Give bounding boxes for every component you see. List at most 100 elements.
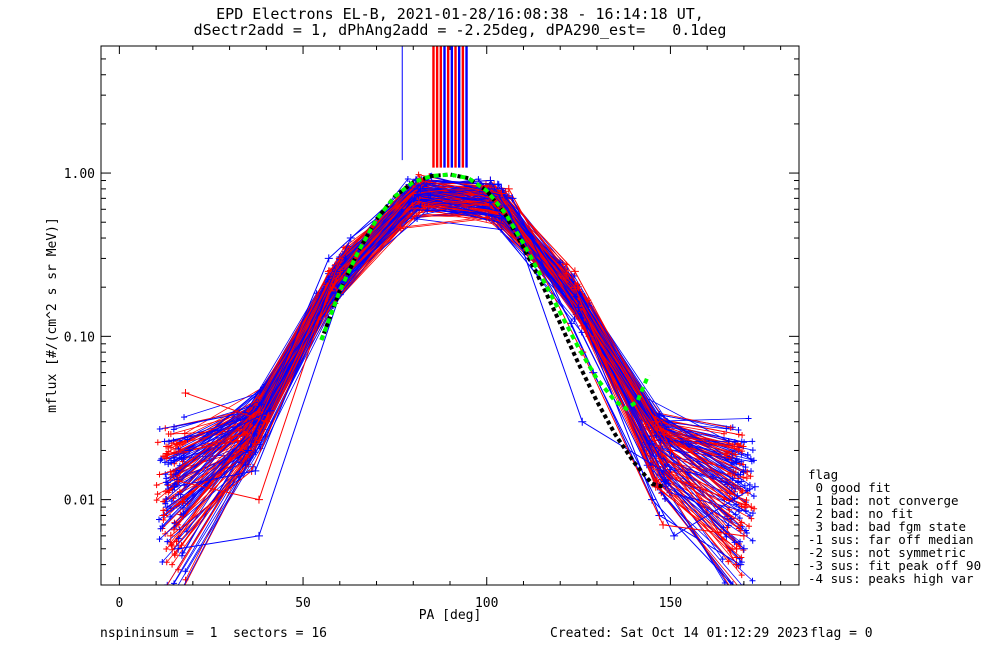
flux-point bbox=[493, 180, 502, 189]
flux-point bbox=[739, 448, 746, 455]
flux-point bbox=[421, 203, 428, 210]
flux-point bbox=[570, 283, 579, 292]
flux-point bbox=[749, 537, 756, 544]
flux-point bbox=[743, 527, 750, 534]
flux-point bbox=[324, 254, 333, 263]
flux-point bbox=[743, 475, 750, 482]
flux-point bbox=[737, 538, 744, 545]
flux-point bbox=[161, 588, 167, 594]
flux-point bbox=[154, 491, 161, 498]
flux-point bbox=[169, 546, 176, 553]
flux-point bbox=[165, 448, 172, 455]
flux-point bbox=[243, 446, 252, 455]
flux-point bbox=[171, 590, 177, 596]
data-layer bbox=[153, 46, 759, 598]
flux-trace bbox=[170, 199, 738, 545]
flux-point bbox=[256, 409, 263, 416]
flux-trace bbox=[162, 178, 724, 563]
flux-point bbox=[156, 516, 163, 523]
flux-point bbox=[736, 592, 742, 598]
legend-item: -1 sus: far off median bbox=[808, 532, 974, 547]
flux-point bbox=[176, 488, 183, 495]
flux-point bbox=[486, 199, 493, 206]
legend-title: flag bbox=[808, 467, 839, 482]
flux-trace bbox=[171, 185, 737, 550]
flux-point bbox=[153, 497, 160, 504]
flux-point bbox=[182, 568, 189, 575]
flux-point bbox=[721, 430, 728, 437]
flux-trace bbox=[182, 184, 741, 559]
flux-point bbox=[340, 269, 347, 276]
flux-point bbox=[163, 443, 170, 450]
flux-point bbox=[747, 455, 754, 462]
flux-point bbox=[163, 475, 170, 482]
flux-point bbox=[750, 482, 759, 491]
flux-point bbox=[162, 471, 169, 478]
flux-point bbox=[738, 519, 745, 526]
flux-trace bbox=[171, 197, 740, 547]
flux-point bbox=[725, 448, 732, 455]
flux-point bbox=[748, 458, 755, 465]
flux-point bbox=[157, 525, 164, 532]
flux-point bbox=[508, 194, 517, 203]
flux-trace bbox=[166, 188, 735, 500]
flux-point bbox=[181, 414, 188, 421]
flux-point bbox=[163, 455, 170, 462]
flux-point bbox=[567, 319, 576, 328]
flux-trace bbox=[178, 200, 741, 543]
flux-point bbox=[730, 591, 736, 597]
flux-point bbox=[157, 457, 164, 464]
footer-flag: flag = 0 bbox=[810, 626, 873, 641]
flux-point bbox=[164, 538, 171, 545]
flux-trace bbox=[177, 189, 743, 576]
flux-point bbox=[262, 417, 271, 426]
flux-point bbox=[181, 388, 190, 397]
flux-point bbox=[739, 544, 748, 553]
flux-point bbox=[748, 468, 755, 475]
flux-point bbox=[254, 495, 263, 504]
flux-point bbox=[742, 464, 749, 471]
flux-point bbox=[740, 468, 747, 475]
flux-point bbox=[173, 538, 180, 545]
flux-point bbox=[750, 493, 757, 500]
footer-spin-info: nspininsum = 1 sectors = 16 bbox=[100, 626, 327, 641]
flux-point bbox=[666, 489, 673, 496]
flux-point bbox=[427, 191, 434, 198]
flux-point bbox=[165, 489, 172, 496]
flux-point bbox=[651, 417, 660, 426]
flux-point bbox=[415, 198, 422, 205]
flux-point bbox=[251, 466, 260, 475]
flux-trace bbox=[162, 189, 728, 529]
flux-point bbox=[166, 531, 175, 540]
flux-trace bbox=[167, 208, 735, 543]
flux-point bbox=[424, 207, 431, 214]
legend-item: 0 good fit bbox=[808, 480, 891, 495]
flux-point bbox=[646, 440, 653, 447]
flux-point bbox=[164, 451, 171, 458]
flux-point bbox=[180, 510, 187, 517]
flux-series bbox=[166, 180, 734, 585]
flux-point bbox=[179, 549, 186, 556]
flux-point bbox=[737, 522, 744, 529]
flux-point bbox=[731, 439, 738, 446]
flux-trace bbox=[181, 191, 743, 563]
legend-item: -2 sus: not symmetric bbox=[808, 545, 967, 560]
flux-point bbox=[171, 550, 178, 557]
y-axis-label: mflux [#/(cm^2 s sr MeV)] bbox=[45, 217, 60, 413]
y-tick-label: 0.10 bbox=[64, 330, 95, 345]
flux-point bbox=[661, 478, 668, 485]
flux-point bbox=[749, 577, 756, 584]
flux-point bbox=[254, 531, 263, 540]
flux-point bbox=[161, 459, 168, 466]
flux-point bbox=[738, 451, 745, 458]
flux-point bbox=[729, 587, 735, 593]
chart-subtitle: dSectr2add = 1, dPhAng2add = -2.25deg, d… bbox=[193, 21, 727, 39]
flux-point bbox=[174, 544, 183, 553]
x-tick-label: 150 bbox=[659, 596, 682, 611]
flux-point bbox=[498, 215, 505, 222]
flux-point bbox=[185, 446, 194, 455]
flux-point bbox=[736, 515, 743, 522]
flux-point bbox=[734, 471, 741, 478]
flux-point bbox=[747, 512, 754, 519]
flux-point bbox=[741, 504, 748, 511]
